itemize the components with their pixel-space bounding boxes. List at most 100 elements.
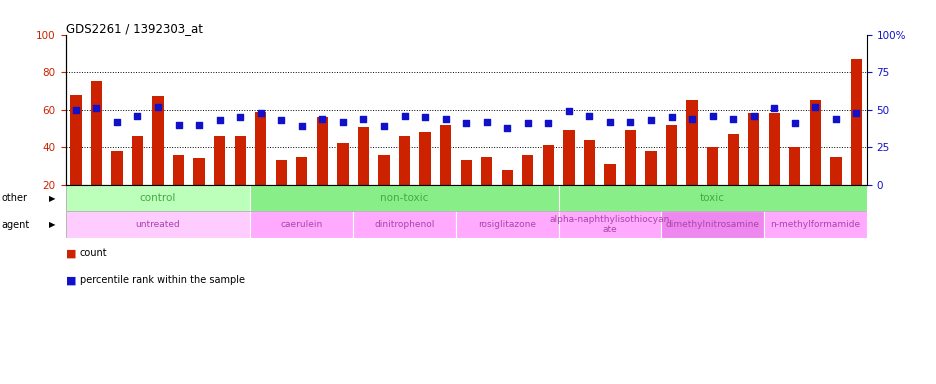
Bar	[358, 126, 369, 185]
Bar	[353, 211, 456, 238]
Bar	[747, 113, 758, 185]
Point	[478, 119, 493, 125]
Text: rosiglitazone: rosiglitazone	[477, 220, 535, 229]
Text: ▶: ▶	[49, 194, 55, 202]
Text: agent: agent	[2, 220, 30, 230]
Point	[151, 104, 166, 110]
Point	[191, 122, 206, 128]
Bar	[521, 155, 533, 185]
Point	[540, 120, 555, 126]
Point	[643, 117, 658, 123]
Text: n-methylformamide: n-methylformamide	[769, 220, 859, 229]
Bar	[501, 170, 512, 185]
Point	[438, 116, 453, 122]
Bar	[316, 117, 328, 185]
Bar	[173, 155, 184, 185]
Point	[314, 116, 329, 122]
Point	[684, 116, 699, 122]
Text: other: other	[2, 193, 28, 203]
Bar	[213, 136, 225, 185]
Point	[622, 119, 637, 125]
Bar	[440, 125, 451, 185]
Text: ▶: ▶	[49, 220, 55, 229]
Bar	[558, 185, 866, 211]
Text: GDS2261 / 1392303_at: GDS2261 / 1392303_at	[66, 22, 202, 35]
Text: count: count	[80, 248, 107, 258]
Point	[335, 119, 350, 125]
Bar	[665, 125, 677, 185]
Text: toxic: toxic	[699, 193, 724, 203]
Bar	[460, 160, 472, 185]
Point	[417, 114, 432, 120]
Point	[766, 105, 781, 111]
Point	[356, 116, 371, 122]
Bar	[132, 136, 143, 185]
Bar	[153, 96, 164, 185]
Point	[705, 113, 720, 119]
Point	[499, 124, 514, 131]
Bar	[255, 111, 266, 185]
Bar	[707, 147, 718, 185]
Bar	[850, 59, 861, 185]
Bar	[234, 136, 245, 185]
Bar	[250, 185, 558, 211]
Bar	[542, 145, 553, 185]
Point	[745, 113, 760, 119]
Bar	[91, 81, 102, 185]
Bar	[337, 143, 348, 185]
Point	[786, 120, 801, 126]
Point	[397, 113, 412, 119]
Point	[664, 114, 679, 120]
Bar	[399, 136, 410, 185]
Bar	[763, 211, 866, 238]
Point	[130, 113, 145, 119]
Bar	[583, 140, 594, 185]
Bar	[661, 211, 763, 238]
Bar	[193, 159, 205, 185]
Point	[848, 109, 863, 116]
Point	[827, 116, 842, 122]
Bar	[275, 160, 286, 185]
Point	[273, 117, 288, 123]
Point	[519, 120, 534, 126]
Point	[110, 119, 124, 125]
Bar	[645, 151, 656, 185]
Text: ■: ■	[66, 275, 76, 285]
Bar	[480, 157, 491, 185]
Point	[376, 123, 391, 129]
Bar	[809, 100, 820, 185]
Text: non-toxic: non-toxic	[380, 193, 429, 203]
Text: untreated: untreated	[136, 220, 181, 229]
Point	[253, 109, 268, 116]
Text: caerulein: caerulein	[281, 220, 323, 229]
Text: dimethylnitrosamine: dimethylnitrosamine	[665, 220, 759, 229]
Bar	[296, 157, 307, 185]
Bar	[686, 100, 697, 185]
Point	[232, 114, 247, 120]
Bar	[111, 151, 123, 185]
Point	[458, 120, 473, 126]
Text: alpha-naphthylisothiocyan
ate: alpha-naphthylisothiocyan ate	[549, 215, 669, 235]
Point	[89, 105, 104, 111]
Bar	[604, 164, 615, 185]
Text: dinitrophenol: dinitrophenol	[374, 220, 434, 229]
Point	[171, 122, 186, 128]
Bar	[378, 155, 389, 185]
Point	[602, 119, 617, 125]
Point	[561, 108, 576, 114]
Point	[68, 106, 83, 113]
Text: ■: ■	[66, 248, 76, 258]
Bar	[726, 134, 739, 185]
Bar	[788, 147, 799, 185]
Bar	[419, 132, 431, 185]
Bar	[624, 130, 636, 185]
Text: control: control	[139, 193, 176, 203]
Bar	[250, 211, 353, 238]
Bar	[558, 211, 661, 238]
Bar	[768, 113, 779, 185]
Bar	[70, 94, 81, 185]
Point	[294, 123, 309, 129]
Point	[581, 113, 596, 119]
Bar	[829, 157, 841, 185]
Text: percentile rank within the sample: percentile rank within the sample	[80, 275, 244, 285]
